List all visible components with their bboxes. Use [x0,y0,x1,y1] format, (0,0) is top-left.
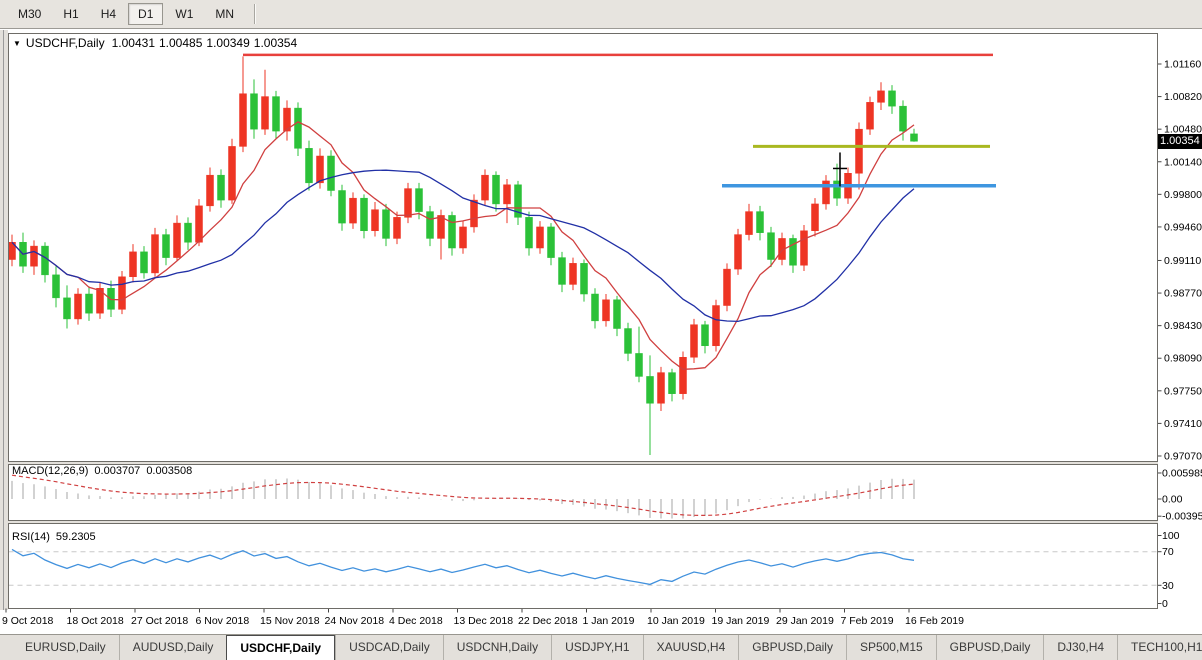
svg-text:-0.003954: -0.003954 [1162,511,1202,523]
chart-dropdown-icon[interactable]: ▼ [13,39,21,48]
timeframe-button-d1[interactable]: D1 [128,3,164,25]
symbol-tab-usdcnh-daily[interactable]: USDCNH,Daily [442,635,551,660]
svg-text:0.99800: 0.99800 [1164,189,1202,201]
chart-symbol-label: USDCHF,Daily [25,36,105,50]
fast-ma-line [11,121,915,370]
svg-text:0.99110: 0.99110 [1164,255,1201,267]
svg-text:29 Jan 2019: 29 Jan 2019 [776,615,834,627]
svg-text:100: 100 [1162,530,1180,542]
toolbar-separator [254,4,257,24]
timeframe-button-h4[interactable]: H4 [100,7,117,21]
slow-ma-line [11,169,915,323]
timeframe-toolbar: M30 H1 H4 D1 W1 MN [0,0,1202,29]
svg-text:6 Nov 2018: 6 Nov 2018 [196,615,250,627]
rsi-pane [8,548,1158,586]
svg-text:24 Nov 2018: 24 Nov 2018 [325,615,385,627]
chart-title: ▼ USDCHF,Daily 1.00431 1.00485 1.00349 1.0035… [13,36,297,50]
timeframe-button-m30[interactable]: M30 [18,7,42,21]
date-axis: 9 Oct 2018 18 Oct 2018 27 Oct 2018 6 Nov 20… [2,608,964,627]
svg-text:30: 30 [1162,580,1174,592]
rsi-value: 59.2305 [55,531,96,543]
macd-signal-value: 0.003508 [146,465,193,477]
timeframe-button-h1[interactable]: H1 [63,7,79,21]
macd-main-value: 0.003707 [94,465,141,477]
symbol-tab-dj30-h4[interactable]: DJ30,H4 [1043,635,1117,660]
symbol-tab-gbpusd-daily[interactable]: GBPUSD,Daily [738,635,846,660]
ohlc-high: 1.00485 [159,36,203,50]
ohlc-open: 1.00431 [111,36,155,50]
svg-text:0.97410: 0.97410 [1164,418,1202,430]
main-price-pane [8,53,996,456]
svg-text:7 Feb 2019: 7 Feb 2019 [841,615,894,627]
macd-pane [11,474,915,519]
symbol-tab-xauusd-h4[interactable]: XAUUSD,H4 [642,635,739,660]
symbol-tab-usdcad-daily[interactable]: USDCAD,Daily [335,635,443,660]
svg-text:0.98090: 0.98090 [1164,353,1202,365]
symbol-tab-gbpusd-daily[interactable]: GBPUSD,Daily [935,635,1044,660]
svg-text:16 Feb 2019: 16 Feb 2019 [905,615,964,627]
timeframe-button-mn[interactable]: MN [215,7,235,21]
svg-text:0.97070: 0.97070 [1164,450,1202,462]
svg-text:0.005985: 0.005985 [1162,467,1202,479]
symbol-tab-usdjpy-h1[interactable]: USDJPY,H1 [551,635,642,660]
svg-text:0.98430: 0.98430 [1164,320,1202,332]
svg-text:10 Jan 2019: 10 Jan 2019 [647,615,705,627]
svg-text:70: 70 [1162,546,1174,558]
symbol-tab-usdchf-daily[interactable]: USDCHF,Daily [226,635,336,660]
price-axis: 1.01160 1.00820 1.00480 1.00140 0.99800 0.994… [1157,59,1202,610]
svg-text:0.99460: 0.99460 [1164,221,1202,233]
svg-text:9 Oct 2018: 9 Oct 2018 [2,615,54,627]
svg-text:4 Dec 2018: 4 Dec 2018 [389,615,443,627]
svg-text:1 Jan 2019: 1 Jan 2019 [583,615,635,627]
svg-text:13 Dec 2018: 13 Dec 2018 [454,615,514,627]
svg-text:27 Oct 2018: 27 Oct 2018 [131,615,188,627]
symbol-tab-tech100-h1[interactable]: TECH100,H1 [1117,635,1202,660]
svg-text:1.00820: 1.00820 [1164,91,1202,103]
rsi-line [11,548,915,586]
svg-text:0.98770: 0.98770 [1164,288,1202,300]
macd-signal-line [11,474,915,517]
current-price-tag: 1.00354 [1158,134,1202,149]
ohlc-low: 1.00349 [206,36,250,50]
svg-text:1.01160: 1.01160 [1164,59,1201,71]
svg-text:1.00480: 1.00480 [1164,124,1202,136]
svg-text:1.00140: 1.00140 [1164,156,1202,168]
svg-text:0.97750: 0.97750 [1164,385,1202,397]
rsi-panel-label: RSI(14) 59.2305 [12,531,102,543]
symbol-tab-sp500-m15[interactable]: SP500,M15 [845,635,936,660]
ohlc-close: 1.00354 [253,36,298,50]
svg-text:22 Dec 2018: 22 Dec 2018 [518,615,578,627]
svg-text:0.00: 0.00 [1162,494,1183,506]
timeframe-button-w1[interactable]: W1 [175,7,194,21]
symbol-tab-eurusd-daily[interactable]: EURUSD,Daily [25,640,106,654]
symbol-tab-bar: EURUSD,Daily AUDUSD,Daily USDCHF,Daily USDC… [0,634,1202,660]
svg-text:0: 0 [1162,598,1168,610]
rsi-name: RSI(14) [12,531,50,543]
svg-text:18 Oct 2018: 18 Oct 2018 [67,615,124,627]
svg-text:19 Jan 2019: 19 Jan 2019 [712,615,770,627]
macd-panel-label: MACD(12,26,9) 0.003707 0.003508 [12,465,198,477]
macd-name: MACD(12,26,9) [12,465,89,477]
svg-text:15 Nov 2018: 15 Nov 2018 [260,615,320,627]
symbol-tab-audusd-daily[interactable]: AUDUSD,Daily [118,635,227,660]
